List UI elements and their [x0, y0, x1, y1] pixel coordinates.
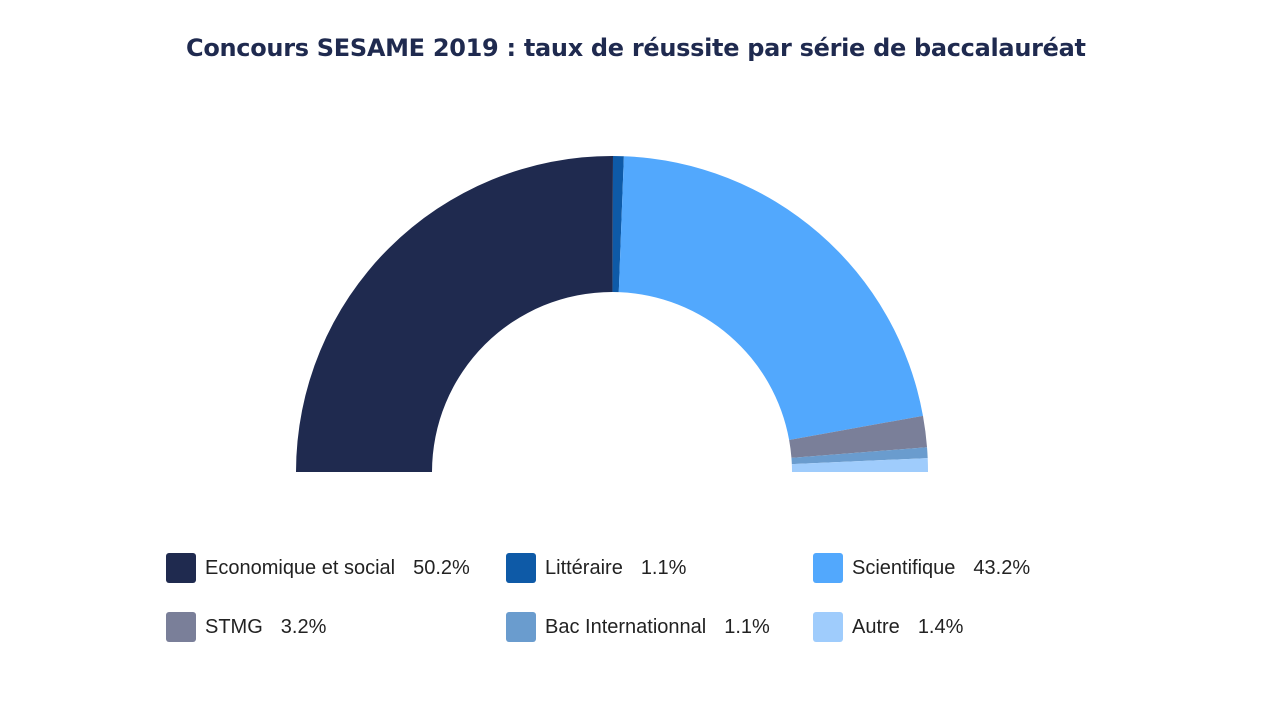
- legend-value: 43.2%: [973, 556, 1031, 579]
- semi-donut-chart: [296, 155, 928, 472]
- legend-item[interactable]: Bac Internationnal 1.1%: [506, 611, 770, 643]
- slice-bac-internationnal[interactable]: [791, 447, 928, 465]
- legend-swatch: [166, 612, 196, 642]
- slice-litt-raire[interactable]: [612, 156, 624, 293]
- chart-title: Concours SESAME 2019 : taux de réussite …: [186, 34, 1086, 62]
- legend-item[interactable]: Economique et social 50.2%: [166, 552, 470, 584]
- legend-swatch: [813, 553, 843, 583]
- slice-scientifique[interactable]: [618, 156, 923, 441]
- legend-value: 50.2%: [413, 556, 470, 579]
- legend-label: Littéraire: [545, 556, 623, 579]
- legend-item[interactable]: Autre 1.4%: [813, 611, 963, 643]
- legend-item[interactable]: Scientifique 43.2%: [813, 552, 1030, 584]
- legend-label: Scientifique: [852, 556, 956, 579]
- slice-stmg[interactable]: [789, 415, 928, 458]
- legend-label: Autre: [852, 615, 900, 638]
- legend-item[interactable]: STMG 3.2%: [166, 611, 326, 643]
- legend-label: Bac Internationnal: [545, 615, 707, 638]
- slice-autre[interactable]: [791, 458, 928, 472]
- legend-swatch: [506, 612, 536, 642]
- legend-swatch: [506, 553, 536, 583]
- legend-item[interactable]: Littéraire 1.1%: [506, 552, 686, 584]
- legend-swatch: [813, 612, 843, 642]
- legend-value: 3.2%: [280, 615, 327, 638]
- legend-value: 1.4%: [917, 615, 964, 638]
- legend-value: 1.1%: [724, 615, 770, 638]
- slice-economique-et-social[interactable]: [296, 155, 613, 472]
- legend-value: 1.1%: [640, 556, 687, 579]
- legend-label: STMG: [205, 615, 263, 638]
- legend-swatch: [166, 553, 196, 583]
- legend-label: Economique et social: [205, 556, 396, 579]
